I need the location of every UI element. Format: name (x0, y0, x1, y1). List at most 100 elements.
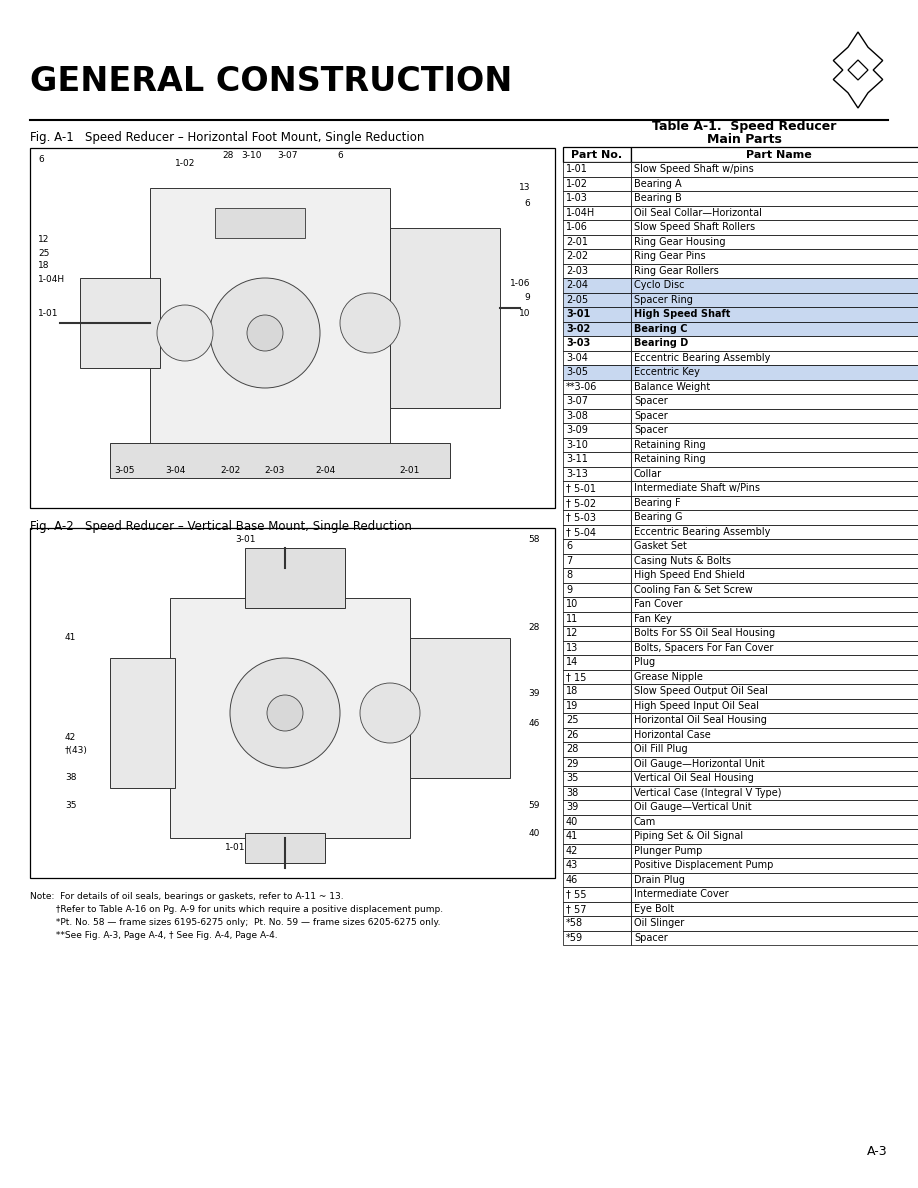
Text: 3-01: 3-01 (235, 536, 255, 544)
Text: Piping Set & Oil Signal: Piping Set & Oil Signal (634, 832, 744, 841)
Text: Spacer: Spacer (634, 933, 667, 943)
Bar (563, 307, 631, 322)
Text: 29: 29 (566, 759, 578, 769)
Text: 19: 19 (566, 701, 578, 710)
Bar (631, 713, 918, 727)
Bar (631, 292, 918, 307)
Text: Ring Gear Housing: Ring Gear Housing (634, 236, 725, 247)
Bar (563, 902, 631, 916)
Bar (563, 757, 631, 771)
Text: 35: 35 (65, 802, 76, 810)
Text: 18: 18 (38, 261, 50, 271)
Bar (631, 582, 918, 598)
Text: 1-03: 1-03 (566, 194, 588, 203)
Text: 2-01: 2-01 (566, 236, 588, 247)
Text: 3-10: 3-10 (566, 440, 588, 450)
Text: 40: 40 (529, 828, 540, 838)
Text: 42: 42 (65, 733, 76, 742)
Bar (631, 437, 918, 451)
Bar (631, 626, 918, 640)
Text: 2-01: 2-01 (400, 466, 420, 475)
Bar (563, 423, 631, 437)
Text: Positive Displacement Pump: Positive Displacement Pump (634, 860, 773, 871)
Bar (563, 481, 631, 495)
Bar (563, 670, 631, 684)
Text: *58: *58 (566, 918, 583, 928)
Text: 3-11: 3-11 (566, 454, 588, 465)
Bar (410, 638, 510, 778)
Text: † 57: † 57 (566, 904, 587, 914)
Bar (563, 191, 631, 206)
Text: 1-06: 1-06 (566, 222, 588, 232)
Bar (563, 771, 631, 785)
Bar (631, 554, 918, 568)
Text: †Refer to Table A-16 on Pg. A-9 for units which require a positive displacement : †Refer to Table A-16 on Pg. A-9 for unit… (30, 905, 443, 914)
Text: 3-03: 3-03 (566, 339, 590, 348)
Bar (631, 800, 918, 815)
Text: 1-02: 1-02 (174, 159, 196, 168)
Text: 41: 41 (566, 832, 578, 841)
Text: Retaining Ring: Retaining Ring (634, 454, 706, 465)
Text: Table A-1.  Speed Reducer: Table A-1. Speed Reducer (653, 120, 836, 133)
Bar (563, 365, 631, 379)
Bar (563, 684, 631, 699)
Circle shape (267, 695, 303, 731)
Text: GENERAL CONSTRUCTION: GENERAL CONSTRUCTION (30, 65, 512, 97)
Bar (563, 626, 631, 640)
Bar (30, 148, 555, 508)
Text: 3-01: 3-01 (566, 309, 590, 320)
Bar (563, 539, 631, 554)
Bar (80, 278, 160, 368)
Text: † 5-02: † 5-02 (566, 498, 596, 507)
Text: †(43): †(43) (65, 746, 88, 756)
Text: 25: 25 (38, 248, 50, 258)
Bar (563, 467, 631, 481)
Bar (631, 887, 918, 902)
Bar (631, 220, 918, 234)
Bar (631, 307, 918, 322)
Bar (631, 742, 918, 757)
Circle shape (210, 278, 320, 388)
Bar (631, 147, 918, 162)
Bar (563, 322, 631, 336)
Bar (631, 843, 918, 858)
Text: 9: 9 (524, 293, 530, 303)
Text: 3-07: 3-07 (566, 397, 588, 406)
Text: Bearing F: Bearing F (634, 498, 680, 507)
Bar (631, 902, 918, 916)
Text: Plug: Plug (634, 657, 655, 668)
Bar (563, 350, 631, 365)
Text: Slow Speed Shaft Rollers: Slow Speed Shaft Rollers (634, 222, 756, 232)
Bar (631, 872, 918, 887)
Text: 1-01: 1-01 (225, 843, 245, 853)
Text: 3-05: 3-05 (566, 367, 588, 378)
Bar (563, 742, 631, 757)
Bar (563, 829, 631, 843)
Text: † 5-03: † 5-03 (566, 512, 596, 523)
Bar (631, 336, 918, 350)
Text: Intermediate Cover: Intermediate Cover (634, 890, 729, 899)
Text: Balance Weight: Balance Weight (634, 381, 711, 392)
Bar (631, 815, 918, 829)
Text: A-3: A-3 (868, 1145, 888, 1158)
Bar (631, 539, 918, 554)
Text: 1-04H: 1-04H (566, 208, 595, 217)
Text: 46: 46 (529, 719, 540, 727)
Text: 3-02: 3-02 (566, 324, 590, 334)
Text: 7: 7 (566, 556, 572, 565)
Bar (563, 147, 631, 162)
Text: 46: 46 (566, 874, 578, 885)
Text: 26: 26 (566, 729, 578, 740)
Bar (563, 409, 631, 423)
Bar (563, 162, 631, 177)
Text: 38: 38 (65, 773, 76, 783)
Bar (563, 292, 631, 307)
Text: 12: 12 (38, 235, 50, 245)
Circle shape (360, 683, 420, 742)
Text: Oil Gauge—Horizontal Unit: Oil Gauge—Horizontal Unit (634, 759, 765, 769)
Text: 13: 13 (519, 183, 530, 192)
Text: Bolts For SS Oil Seal Housing: Bolts For SS Oil Seal Housing (634, 628, 775, 638)
Bar (631, 930, 918, 944)
Text: High Speed End Shield: High Speed End Shield (634, 570, 744, 580)
Text: 2-04: 2-04 (566, 280, 588, 290)
